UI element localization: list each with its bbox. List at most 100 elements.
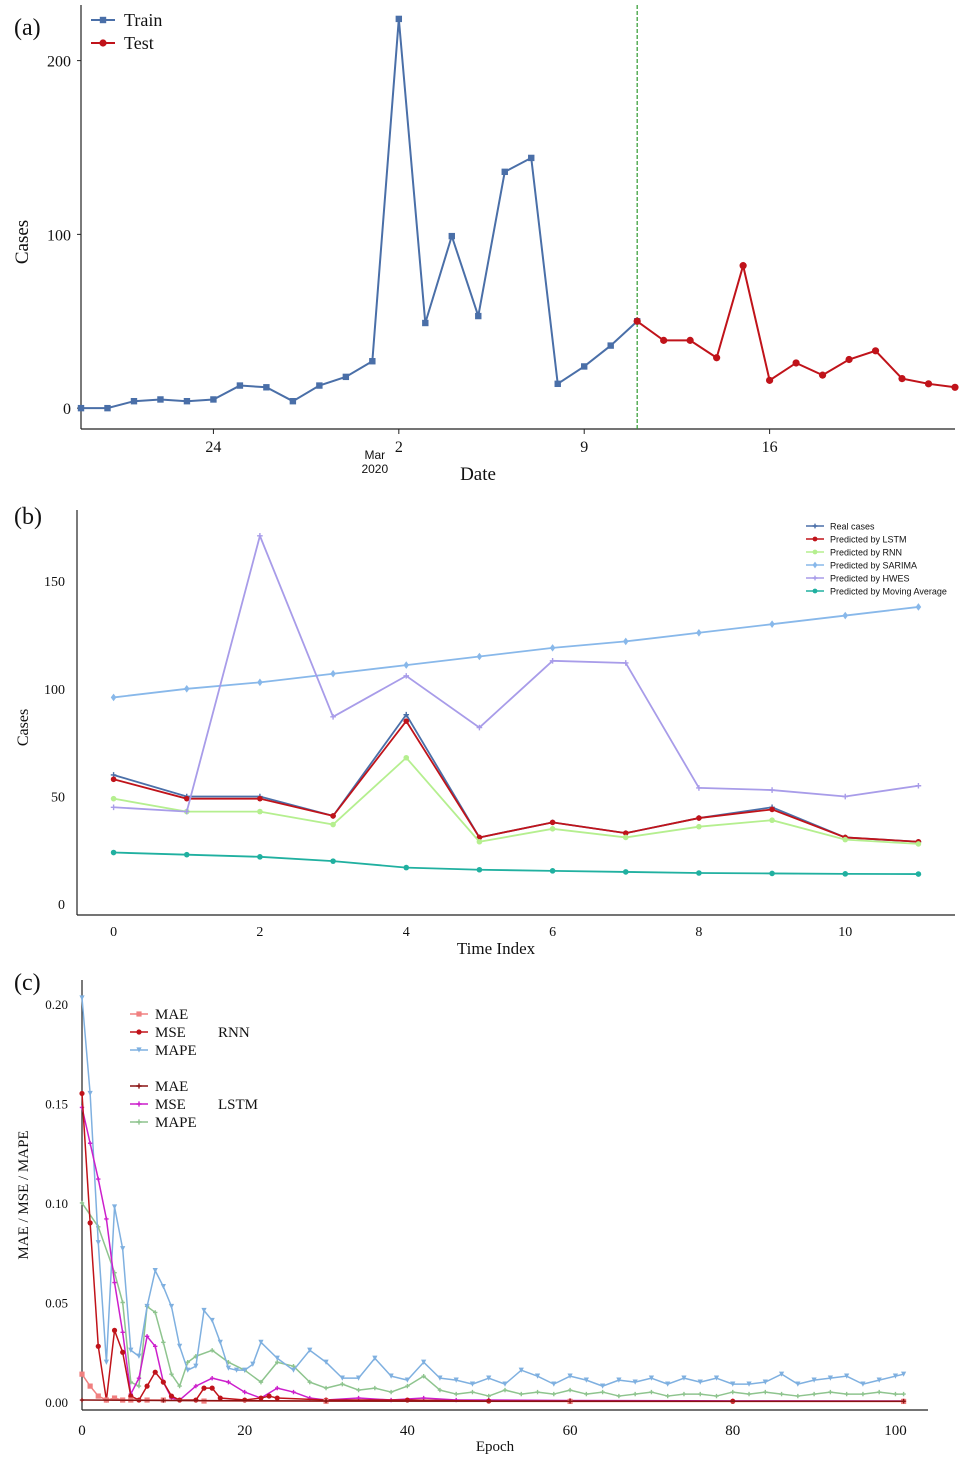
data-point xyxy=(567,1387,573,1393)
data-point xyxy=(77,404,85,412)
data-point xyxy=(169,1371,174,1377)
x-tick-label: 6 xyxy=(549,925,556,940)
data-point xyxy=(795,1381,801,1387)
data-point xyxy=(607,342,614,349)
data-point xyxy=(453,1391,459,1397)
legend-label: MAE xyxy=(155,1079,188,1095)
data-point xyxy=(395,15,403,23)
data-point xyxy=(892,1373,899,1379)
data-point xyxy=(600,1389,605,1395)
data-point xyxy=(778,1371,785,1377)
series-line xyxy=(113,713,919,843)
data-point xyxy=(518,1367,524,1373)
x-tick-label: 16 xyxy=(762,439,778,456)
data-point xyxy=(567,1373,573,1379)
legend-label: Test xyxy=(124,33,154,53)
data-point xyxy=(110,795,117,802)
data-point xyxy=(183,851,190,858)
legend-label: MAPE xyxy=(155,1115,197,1131)
y-tick-label: 50 xyxy=(51,791,65,806)
data-point xyxy=(681,1391,687,1397)
data-point xyxy=(111,1327,118,1333)
data-point xyxy=(622,660,629,666)
data-point xyxy=(307,1347,313,1353)
data-point xyxy=(290,1367,297,1373)
legend-label: Predicted by HWES xyxy=(830,574,910,584)
data-point xyxy=(217,1339,223,1345)
data-point xyxy=(549,657,556,664)
data-point xyxy=(242,1389,247,1395)
data-point xyxy=(161,1340,166,1345)
data-point xyxy=(730,1389,735,1395)
data-point xyxy=(549,644,556,652)
data-point xyxy=(372,1385,378,1391)
data-point xyxy=(696,815,702,821)
data-point xyxy=(289,397,297,405)
y-tick-label: 0 xyxy=(58,898,65,913)
data-point xyxy=(323,1385,329,1391)
data-point xyxy=(696,785,702,791)
y-tick-label: 0.00 xyxy=(45,1395,68,1410)
data-point xyxy=(209,1375,215,1381)
x-tick-label: 100 xyxy=(884,1423,907,1439)
data-point xyxy=(616,1377,622,1383)
data-point xyxy=(551,1381,557,1387)
x-tick-label: 9 xyxy=(580,439,588,456)
data-point xyxy=(713,1375,720,1381)
series-line xyxy=(81,1107,904,1402)
x-tick-label: 10 xyxy=(838,925,852,940)
data-point xyxy=(696,870,702,876)
data-point xyxy=(104,1216,109,1222)
data-point xyxy=(421,1373,426,1379)
data-point xyxy=(811,1377,817,1383)
data-point xyxy=(549,819,556,826)
data-point xyxy=(274,1395,280,1401)
y-axis-title: Cases xyxy=(12,220,33,264)
data-point xyxy=(519,1391,524,1397)
data-point xyxy=(476,724,483,731)
data-point xyxy=(87,1383,93,1389)
data-point xyxy=(403,718,410,724)
data-point xyxy=(915,603,922,611)
data-point xyxy=(766,376,774,384)
data-point xyxy=(900,1371,907,1377)
data-point xyxy=(152,1268,158,1274)
data-point xyxy=(79,1200,85,1206)
legend-label: MAE xyxy=(155,1007,188,1023)
data-point xyxy=(686,336,694,344)
data-point xyxy=(403,661,410,669)
legend-marker xyxy=(136,1029,142,1035)
data-point xyxy=(79,1090,85,1097)
panel-c: (c) 0.00 0.05 0.10 0.15 0.20 0 20 40 60 80 100 Epoch… xyxy=(14,970,928,1455)
x-tick-label: 2 xyxy=(256,925,263,940)
data-point xyxy=(622,637,629,646)
data-point xyxy=(696,823,702,830)
data-point xyxy=(818,371,827,379)
data-point xyxy=(183,685,190,693)
data-point xyxy=(779,1391,784,1397)
legend-group-label: LSTM xyxy=(218,1097,258,1113)
data-point xyxy=(258,1395,264,1401)
data-point xyxy=(649,1389,654,1395)
x-tick-label: 24 xyxy=(205,439,221,456)
data-point xyxy=(79,1397,85,1403)
data-point xyxy=(193,1383,199,1389)
data-point xyxy=(185,1360,190,1365)
data-point xyxy=(792,359,800,367)
data-point xyxy=(549,826,556,832)
data-point xyxy=(924,380,933,388)
data-point xyxy=(152,1369,158,1375)
data-point xyxy=(136,1353,142,1359)
data-point xyxy=(79,995,85,1001)
data-point xyxy=(87,1090,93,1097)
x-tick-sublabel: 2020 xyxy=(361,462,388,476)
data-point xyxy=(502,1387,508,1393)
series-line xyxy=(113,533,919,813)
data-point xyxy=(844,1373,850,1379)
data-point xyxy=(404,1377,410,1383)
legend-marker xyxy=(812,536,818,542)
data-point xyxy=(263,384,270,391)
series-line xyxy=(113,719,919,843)
x-tick-label: 0 xyxy=(110,925,117,940)
data-point xyxy=(567,1399,573,1404)
